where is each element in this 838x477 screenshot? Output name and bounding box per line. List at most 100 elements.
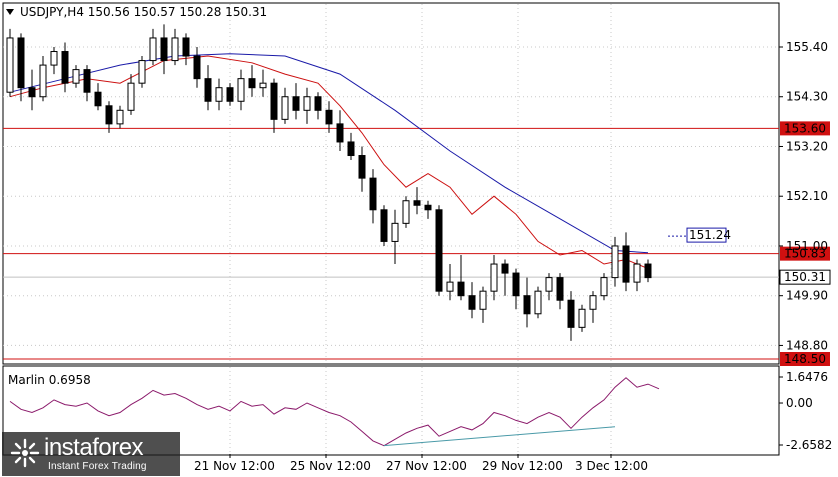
candle-body: [61, 51, 69, 84]
candle-body: [556, 277, 564, 301]
candle: [248, 65, 256, 97]
candle-body: [292, 96, 300, 111]
candle-body: [380, 209, 388, 242]
candle-body: [589, 295, 597, 310]
candle-body: [413, 200, 421, 206]
price-tick-label: 153.20: [786, 139, 828, 153]
level-label-box: [780, 352, 830, 366]
candle-body: [523, 295, 531, 315]
candle-body: [391, 222, 399, 242]
candle: [501, 259, 509, 296]
candle: [105, 101, 113, 133]
candle: [369, 169, 377, 224]
candle: [259, 69, 267, 97]
candle: [83, 65, 91, 102]
candle-body: [182, 37, 190, 57]
candle-body: [226, 87, 234, 102]
candle: [446, 264, 454, 301]
candle: [358, 146, 366, 192]
fast-ma-line: [9, 55, 649, 270]
candle-body: [127, 82, 135, 111]
candle: [94, 83, 102, 111]
candle: [127, 74, 135, 115]
candle-body: [446, 281, 454, 292]
candle-body: [171, 37, 179, 62]
candle-body: [6, 37, 14, 93]
price-tick-label: 149.90: [786, 289, 828, 303]
candle-body: [402, 200, 410, 224]
candle: [413, 187, 421, 215]
candle: [611, 236, 619, 287]
candle: [347, 132, 355, 161]
candle: [578, 304, 586, 332]
candle-body: [336, 123, 344, 143]
candles: [6, 24, 652, 341]
candle: [380, 205, 388, 246]
price-tick-label: 154.30: [786, 90, 828, 104]
level-label: 150.83: [784, 247, 826, 261]
candle-body: [94, 91, 102, 107]
grid: [3, 4, 779, 454]
time-axis: 21 Nov 12:00 25 Nov 12:00 27 Nov 12:00 29 N…: [194, 454, 648, 473]
candle-body: [545, 277, 553, 292]
candle-body: [534, 290, 542, 315]
annotation-label: 151.24: [689, 228, 731, 242]
candle-body: [105, 105, 113, 125]
main-pane-border: [2, 2, 780, 365]
indicator-axis: 1.6476 0.00 -2.6582: [779, 370, 832, 452]
candle: [556, 273, 564, 310]
candle: [237, 69, 245, 111]
watermark-brand: instaforex: [44, 434, 144, 461]
horizontal-levels: 153.60 150.83 148.50 151.24 150.31: [3, 121, 831, 366]
candle-body: [325, 109, 333, 125]
candle: [72, 65, 80, 88]
candle-body: [578, 308, 586, 328]
candle-body: [424, 204, 432, 211]
candle-body: [567, 299, 575, 328]
symbol-header: USDJPY,H4 150.56 150.57 150.28 150.31: [20, 5, 267, 19]
candle-body: [501, 263, 509, 274]
candle: [116, 105, 124, 129]
price-tick-label: 151.00: [786, 239, 828, 253]
level-label: 153.60: [784, 121, 826, 135]
candle-body: [512, 272, 520, 297]
candle-body: [270, 82, 278, 120]
candle-body: [369, 177, 377, 211]
candle-body: [281, 96, 289, 120]
slow-ma-line: [9, 53, 649, 254]
candle: [534, 286, 542, 319]
candle: [39, 56, 47, 102]
candle: [589, 291, 597, 323]
candle-body: [204, 78, 212, 102]
candle-body: [215, 87, 223, 102]
candle: [633, 259, 641, 292]
candle-body: [83, 69, 91, 93]
candle-body: [644, 263, 652, 279]
candle: [50, 47, 58, 75]
candle: [204, 65, 212, 111]
price-tick-label: 155.40: [786, 40, 828, 54]
candle-body: [435, 209, 443, 292]
candle: [567, 291, 575, 341]
time-tick-label: 25 Nov 12:00: [290, 459, 371, 473]
candle-body: [358, 155, 366, 179]
instaforex-logo-icon: [10, 438, 40, 468]
candle: [600, 273, 608, 301]
candle-body: [160, 37, 168, 62]
candle-body: [457, 281, 465, 297]
candle: [270, 78, 278, 133]
watermark-tagline: Instant Forex Trading: [48, 461, 147, 472]
candle-body: [479, 290, 487, 310]
candle-body: [248, 78, 256, 89]
symbol-dropdown-icon[interactable]: [6, 9, 14, 15]
current-price-label: 150.31: [784, 270, 826, 284]
candle-body: [17, 37, 25, 89]
candle: [17, 33, 25, 102]
indicator-tick-label: -2.6582: [786, 438, 832, 452]
oscillator: [9, 377, 660, 447]
candle: [160, 24, 168, 75]
candle: [281, 87, 289, 124]
candle: [292, 83, 300, 120]
time-tick-label: 3 Dec 12:00: [575, 459, 648, 473]
